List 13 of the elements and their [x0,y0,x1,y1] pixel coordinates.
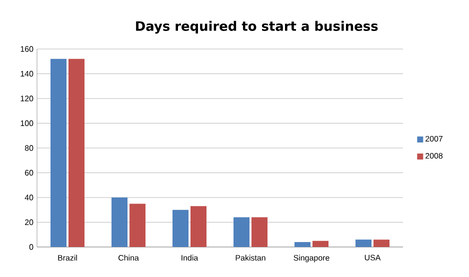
bar [129,204,146,247]
bar [294,242,310,247]
bar [172,210,189,247]
bar [373,240,390,247]
bar [234,217,250,247]
bar [356,240,372,247]
bar [312,240,328,247]
bar [112,198,128,247]
chart-title: Days required to start a business [136,20,378,34]
bar [190,206,206,247]
bar [251,217,268,247]
bar [68,58,84,247]
bar [50,58,67,247]
